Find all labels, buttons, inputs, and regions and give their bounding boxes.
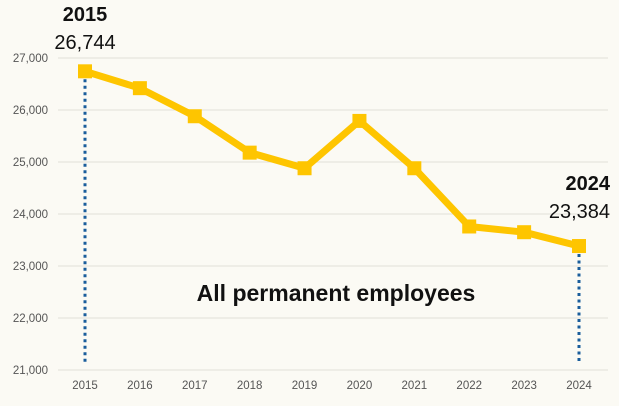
y-tick-label: 26,000 xyxy=(13,105,48,117)
y-tick-label: 23,000 xyxy=(13,261,48,273)
y-tick-label: 22,000 xyxy=(13,313,48,325)
y-tick-label: 25,000 xyxy=(13,157,48,169)
y-tick-label: 24,000 xyxy=(13,209,48,221)
callout-value-label: 26,744 xyxy=(54,32,115,54)
data-point xyxy=(242,145,257,160)
data-point xyxy=(572,239,586,254)
data-point xyxy=(462,219,477,234)
x-axis-tick-labels: 2015 2016 2017 2018 2019 2020 2021 2022 2023 2024 xyxy=(72,380,592,392)
x-tick-label: 2024 xyxy=(566,380,592,392)
y-axis-tick-labels: 21,000 22,000 23,000 24,000 25,000 26,000 27,0… xyxy=(13,53,48,377)
x-tick-label: 2016 xyxy=(127,380,153,392)
chart-title: All permanent employees xyxy=(197,280,476,306)
grid xyxy=(58,57,608,371)
x-tick-label: 2023 xyxy=(511,380,537,392)
x-tick-label: 2022 xyxy=(456,380,482,392)
x-tick-label: 2018 xyxy=(237,380,263,392)
data-point xyxy=(517,225,532,240)
callout-lines xyxy=(83,79,581,364)
callout-value-label: 23,384 xyxy=(549,201,610,223)
data-point xyxy=(132,81,147,96)
y-tick-label: 21,000 xyxy=(13,365,48,377)
data-point xyxy=(78,64,92,79)
callout-labels: 2015 26,744 2024 23,384 xyxy=(54,4,610,223)
data-point xyxy=(407,161,422,176)
y-tick-label: 27,000 xyxy=(13,53,48,65)
x-tick-label: 2019 xyxy=(292,380,318,392)
x-tick-label: 2020 xyxy=(347,380,373,392)
callout-year-label: 2024 xyxy=(566,173,611,195)
series-line-path xyxy=(81,67,583,250)
data-point xyxy=(352,113,367,128)
data-point xyxy=(297,161,312,176)
data-points xyxy=(78,64,586,254)
series-line xyxy=(81,67,583,250)
x-tick-label: 2015 xyxy=(72,380,98,392)
callout-year-label: 2015 xyxy=(63,4,108,26)
x-tick-label: 2017 xyxy=(182,380,208,392)
data-point xyxy=(187,109,202,124)
x-tick-label: 2021 xyxy=(402,380,428,392)
